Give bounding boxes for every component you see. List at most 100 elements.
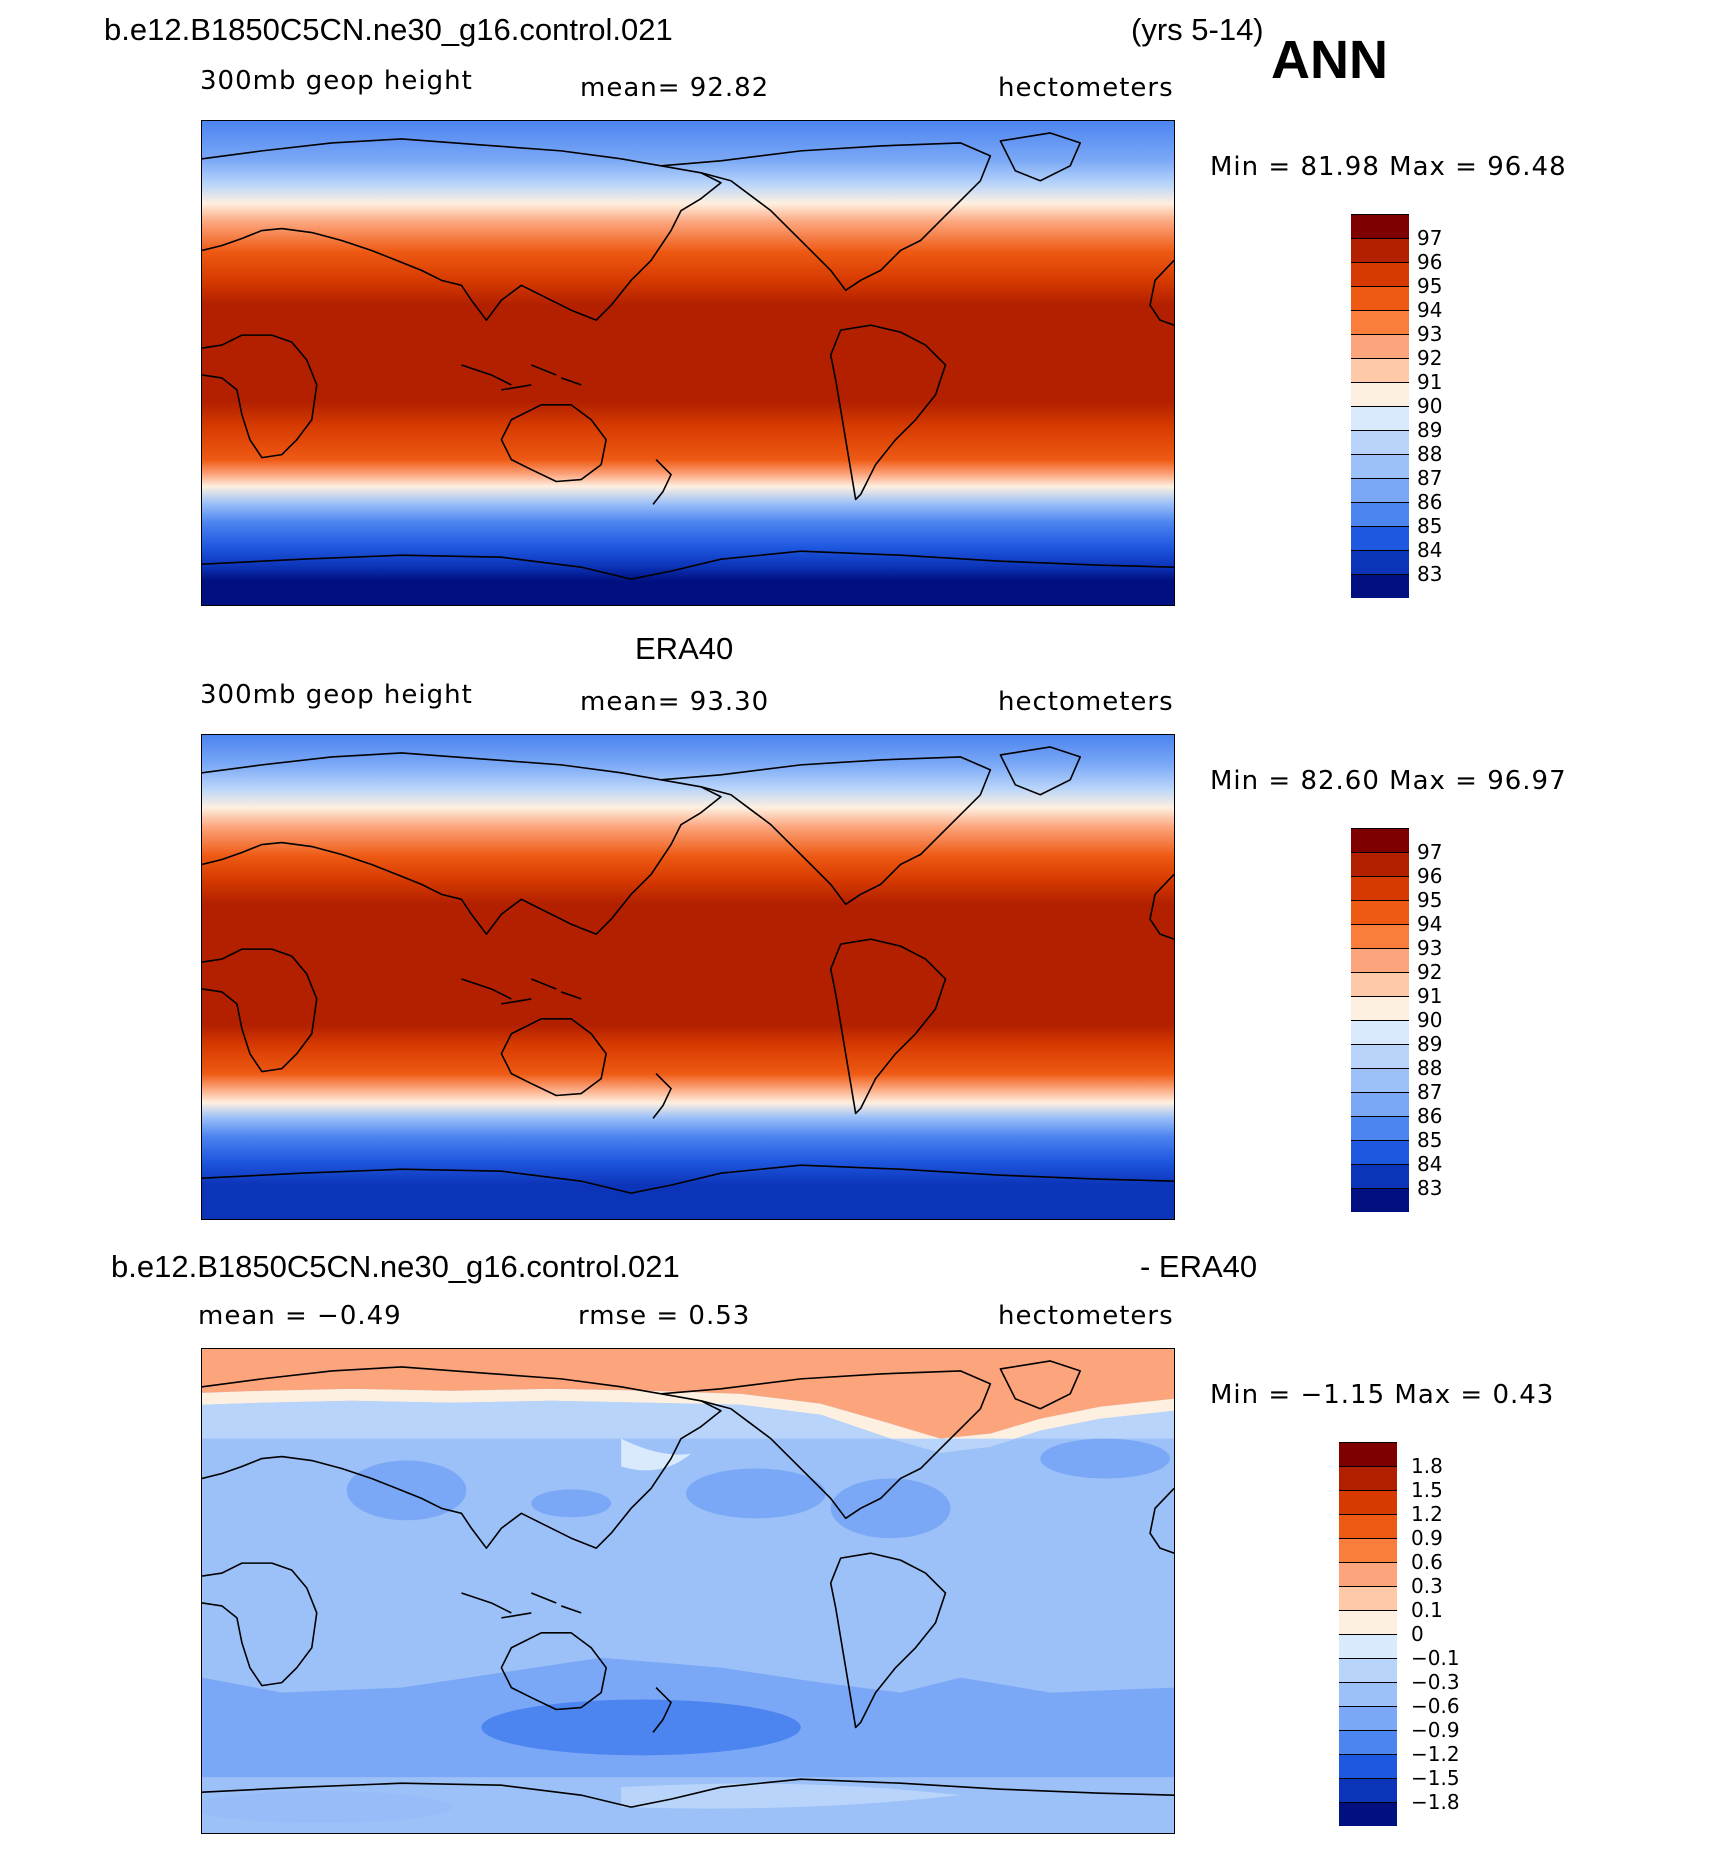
colorbar-swatch [1351,900,1409,924]
colorbar-label: 86 [1417,1104,1443,1128]
colorbar-label: 84 [1417,1152,1443,1176]
colorbar-swatch [1351,382,1409,406]
colorbar-swatch [1351,996,1409,1020]
colorbar-swatch [1351,262,1409,286]
colorbar-label: 95 [1417,888,1443,912]
colorbar-swatch [1351,358,1409,382]
colorbar-swatch [1351,502,1409,526]
colorbar-label: 83 [1417,562,1443,586]
colorbar-label: 93 [1417,322,1443,346]
colorbar-swatch [1351,430,1409,454]
season-label: ANN [1271,30,1388,90]
colorbar-swatch [1339,1586,1397,1610]
colorbar-swatch [1351,1068,1409,1092]
panel3-minmax: Min = −1.15 Max = 0.43 [1210,1380,1555,1410]
years-label: (yrs 5-14) [1131,12,1264,47]
panel3-map-svg [202,1349,1174,1833]
colorbar-swatch [1351,310,1409,334]
colorbar-swatch [1351,286,1409,310]
panel2-units: hectometers [998,687,1174,717]
panel3-rmse: rmse = 0.53 [578,1301,751,1331]
panel3-title: b.e12.B1850C5CN.ne30_g16.control.021 [111,1249,680,1284]
colorbar-label: 97 [1417,840,1443,864]
colorbar-swatch [1351,406,1409,430]
panel1-variable: 300mb geop height [200,66,473,96]
colorbar-swatch [1351,550,1409,574]
colorbar-swatch [1351,1140,1409,1164]
colorbar-swatch [1351,876,1409,900]
colorbar-label: 92 [1417,960,1443,984]
colorbar-swatch [1351,238,1409,262]
panel2-minmax: Min = 82.60 Max = 96.97 [1210,766,1567,796]
panel2-map [201,734,1175,1220]
colorbar-label: 89 [1417,1032,1443,1056]
colorbar-swatch [1351,574,1409,598]
colorbar-label: 83 [1417,1176,1443,1200]
colorbar-swatch [1351,852,1409,876]
colorbar-label: 96 [1417,250,1443,274]
colorbar-label: 1.5 [1411,1478,1443,1502]
colorbar-label: 96 [1417,864,1443,888]
colorbar-label: 87 [1417,466,1443,490]
colorbar-label: −0.9 [1411,1718,1460,1742]
colorbar-label: 1.8 [1411,1454,1443,1478]
colorbar-label: 88 [1417,1056,1443,1080]
colorbar-swatch [1339,1730,1397,1754]
colorbar-swatch [1351,1164,1409,1188]
colorbar-swatch [1351,948,1409,972]
panel1-units: hectometers [998,73,1174,103]
panel1-mean: mean= 92.82 [580,73,770,103]
colorbar-label: −1.2 [1411,1742,1460,1766]
colorbar-swatch [1351,454,1409,478]
colorbar-swatch [1339,1658,1397,1682]
colorbar-swatch [1351,924,1409,948]
panel1-minmax: Min = 81.98 Max = 96.48 [1210,152,1567,182]
colorbar-label: 85 [1417,514,1443,538]
colorbar-label: 89 [1417,418,1443,442]
colorbar-swatch [1351,214,1409,238]
colorbar-swatch [1339,1682,1397,1706]
colorbar-label: 97 [1417,226,1443,250]
colorbar-label: −0.6 [1411,1694,1460,1718]
colorbar-swatch [1339,1442,1397,1466]
colorbar-label: 93 [1417,936,1443,960]
colorbar-swatch [1339,1754,1397,1778]
colorbar-label: 94 [1417,912,1443,936]
colorbar-label: 1.2 [1411,1502,1443,1526]
colorbar-label: 91 [1417,984,1443,1008]
panel2-title: ERA40 [635,631,734,666]
colorbar-swatch [1351,526,1409,550]
panel3-mean: mean = −0.49 [198,1301,402,1331]
colorbar-label: 0.1 [1411,1598,1443,1622]
colorbar-swatch [1339,1802,1397,1826]
colorbar-label: 0.9 [1411,1526,1443,1550]
colorbar-swatch [1351,478,1409,502]
colorbar-label: 86 [1417,490,1443,514]
colorbar-label: 90 [1417,394,1443,418]
colorbar-label: 85 [1417,1128,1443,1152]
colorbar-swatch [1351,1188,1409,1212]
colorbar-label: 0.3 [1411,1574,1443,1598]
case-title: b.e12.B1850C5CN.ne30_g16.control.021 [104,12,673,47]
colorbar-label: 91 [1417,370,1443,394]
colorbar-swatch [1351,334,1409,358]
colorbar-label: −1.8 [1411,1790,1460,1814]
panel2-variable: 300mb geop height [200,680,473,710]
colorbar-swatch [1351,1116,1409,1140]
colorbar-swatch [1339,1706,1397,1730]
colorbar-label: 95 [1417,274,1443,298]
colorbar-label: 88 [1417,442,1443,466]
panel1-map-svg [202,121,1174,605]
colorbar-label: 90 [1417,1008,1443,1032]
colorbar-label: −0.3 [1411,1670,1460,1694]
panel3-map [201,1348,1175,1834]
panel3-units: hectometers [998,1301,1174,1331]
colorbar-label: −1.5 [1411,1766,1460,1790]
colorbar-swatch [1339,1634,1397,1658]
colorbar-swatch [1351,1044,1409,1068]
panel3-title-right: - ERA40 [1140,1249,1258,1284]
colorbar-label: 92 [1417,346,1443,370]
colorbar-swatch [1351,828,1409,852]
colorbar-label: 94 [1417,298,1443,322]
colorbar-swatch [1339,1538,1397,1562]
